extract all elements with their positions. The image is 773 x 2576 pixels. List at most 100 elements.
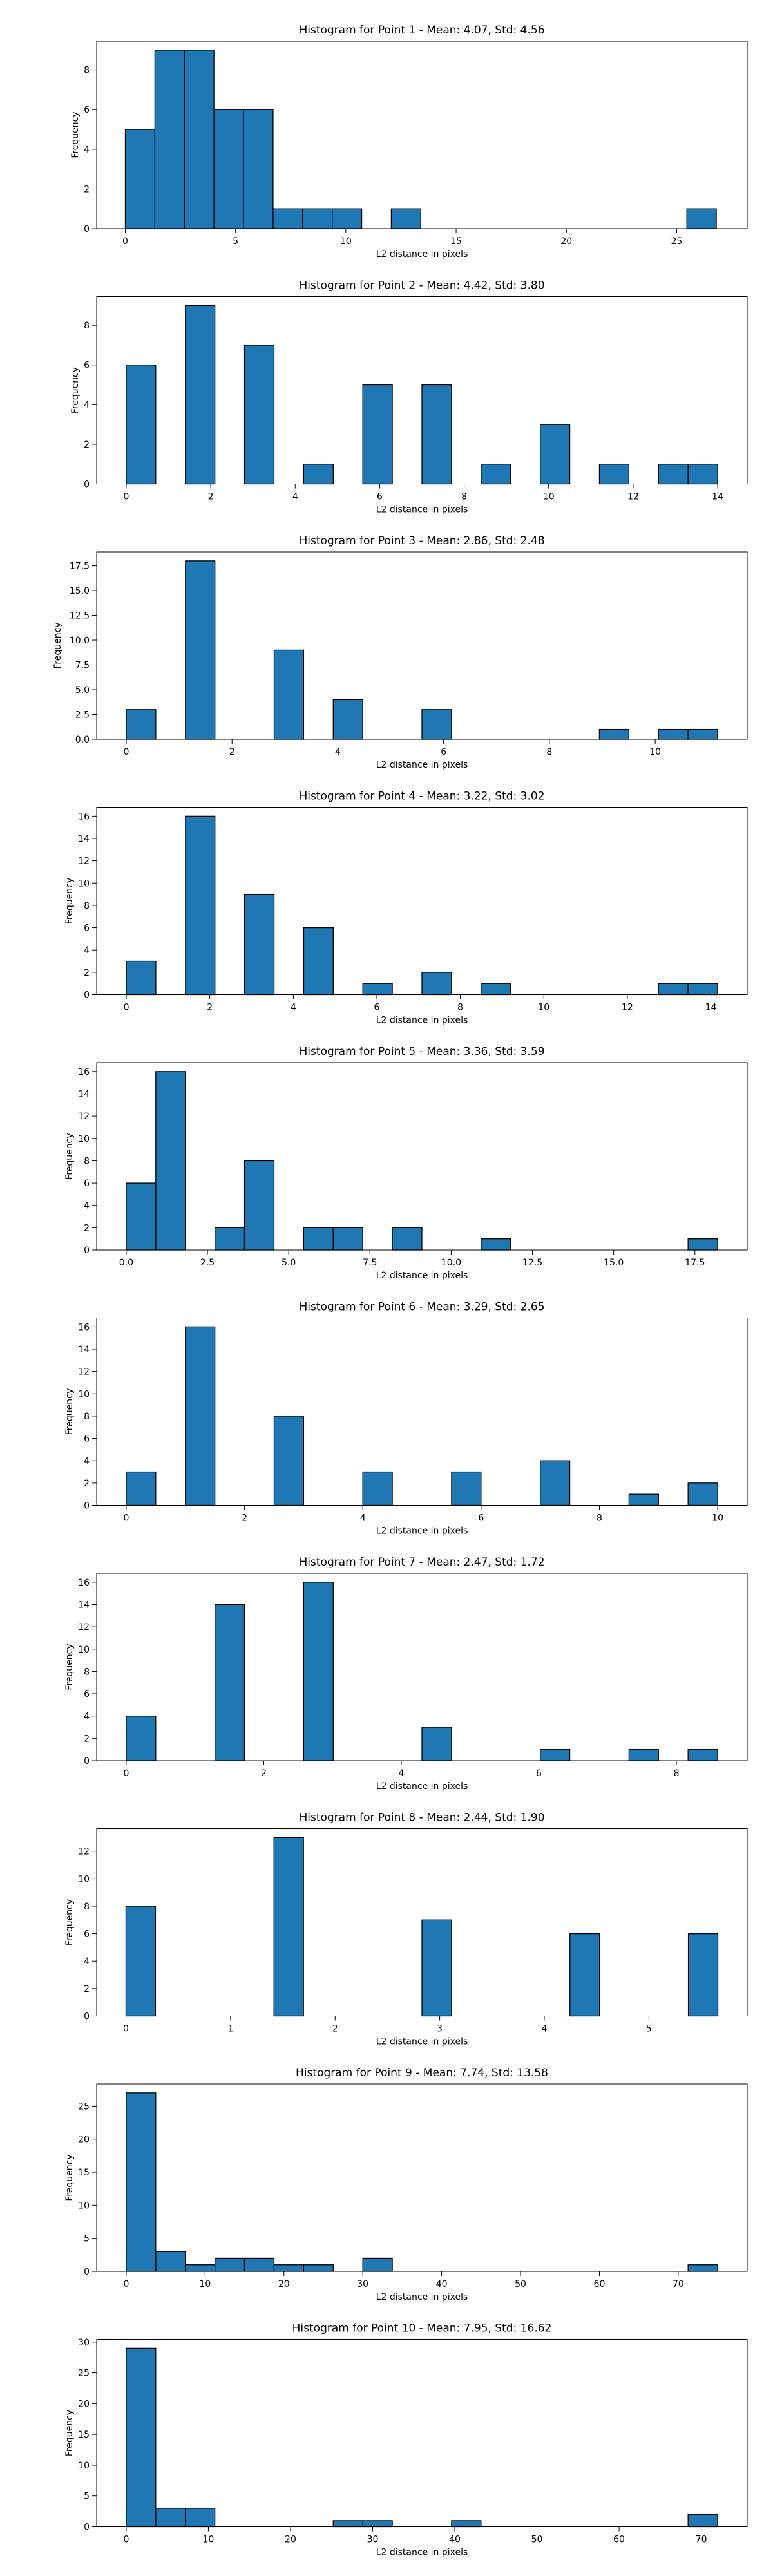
y-tick-label: 2 <box>84 1984 90 1994</box>
axes-frame <box>96 1828 748 2016</box>
y-tick-label: 5.0 <box>75 685 90 696</box>
histogram-bar <box>421 1919 452 2017</box>
histogram-bar <box>628 1749 659 1761</box>
y-axis-label: Frequency <box>53 622 63 668</box>
histogram-bar <box>155 2508 186 2528</box>
axes-frame <box>96 1318 748 1506</box>
x-tick-label: 0 <box>123 2024 129 2034</box>
y-tick-label: 2.5 <box>75 710 90 721</box>
y-tick-label: 16 <box>78 1322 90 1332</box>
x-tick-label: 10 <box>199 2279 211 2289</box>
x-tick-label: 50 <box>515 2279 526 2289</box>
y-tick-label: 30 <box>78 2338 90 2348</box>
x-axis-label: L2 distance in pixels <box>376 760 468 770</box>
histogram-bar <box>362 2257 393 2272</box>
histogram-bar <box>185 1326 216 1506</box>
x-tick-label: 2 <box>208 492 214 502</box>
axes-frame <box>96 2339 748 2527</box>
y-tick-label: 8 <box>84 901 90 911</box>
axes-frame <box>96 2083 748 2272</box>
y-tick-label: 10 <box>78 878 90 889</box>
y-tick-label: 0 <box>84 1245 90 1256</box>
histogram-bar <box>332 208 363 229</box>
x-tick-label: 10.0 <box>441 1258 461 1268</box>
histogram-bar <box>303 927 334 996</box>
x-axis-label: L2 distance in pixels <box>376 2292 468 2302</box>
histogram-5: Histogram for Point 5 - Mean: 3.36, Std:… <box>64 1045 748 1281</box>
chart-title: Histogram for Point 3 - Mean: 2.86, Std:… <box>299 535 544 547</box>
histogram-bar <box>185 2508 216 2528</box>
y-axis-label: Frequency <box>64 878 75 924</box>
histogram-bar <box>451 2520 482 2528</box>
y-tick-label: 0 <box>84 2523 90 2533</box>
x-tick-label: 4 <box>360 1513 366 1524</box>
y-tick-label: 0 <box>84 1501 90 1511</box>
x-tick-label: 60 <box>594 2279 606 2289</box>
y-tick-label: 12 <box>78 1367 90 1378</box>
x-tick-label: 12 <box>622 1003 633 1013</box>
histogram-bar <box>686 208 717 229</box>
histogram-bar <box>687 2264 718 2272</box>
y-tick-label: 6 <box>84 1929 90 1940</box>
histogram-bar <box>243 2257 275 2272</box>
axes-frame <box>96 551 748 740</box>
chart-title: Histogram for Point 4 - Mean: 3.22, Std:… <box>299 790 544 803</box>
y-tick-label: 10 <box>78 1874 90 1884</box>
x-tick-label: 12.5 <box>522 1258 542 1268</box>
y-tick-label: 0 <box>84 2012 90 2022</box>
histogram-bar <box>185 2264 216 2272</box>
histogram-bar <box>243 345 275 485</box>
x-tick-label: 5.0 <box>282 1258 296 1268</box>
histogram-10: Histogram for Point 10 - Mean: 7.95, Std… <box>64 2322 748 2558</box>
histogram-bar <box>155 1071 186 1251</box>
y-tick-label: 7.5 <box>75 661 90 671</box>
y-tick-label: 14 <box>78 834 90 844</box>
axes-frame <box>96 807 748 995</box>
x-axis-label: L2 distance in pixels <box>376 2548 468 2558</box>
x-tick-label: 10 <box>649 747 661 757</box>
x-tick-label: 20 <box>560 236 572 247</box>
histogram-bar <box>362 1471 393 1506</box>
y-tick-label: 4 <box>84 1456 90 1466</box>
histogram-bar <box>481 1238 511 1251</box>
histogram-bar <box>658 983 689 996</box>
histogram-bar <box>185 815 216 996</box>
histogram-bar <box>126 1471 157 1506</box>
y-tick-label: 0 <box>84 990 90 1001</box>
y-tick-label: 12.5 <box>70 611 90 621</box>
x-axis-label: L2 distance in pixels <box>376 1526 468 1537</box>
histogram-bar <box>332 699 363 740</box>
histogram-bar <box>362 983 393 996</box>
histogram-bar <box>126 709 157 740</box>
y-axis-label: Frequency <box>70 111 81 158</box>
y-tick-label: 10 <box>78 1134 90 1144</box>
x-tick-label: 10 <box>203 2535 215 2545</box>
y-tick-label: 8 <box>84 1412 90 1422</box>
y-axis-label: Frequency <box>64 1388 75 1435</box>
x-tick-label: 4 <box>291 1003 296 1013</box>
histogram-bar <box>125 1906 157 2017</box>
axes-frame <box>96 296 748 484</box>
x-tick-label: 10 <box>538 1003 549 1013</box>
histogram-bar <box>303 2264 334 2272</box>
chart-title: Histogram for Point 10 - Mean: 7.95, Std… <box>292 2322 552 2335</box>
y-tick-label: 12 <box>78 1112 90 1122</box>
histogram-bar <box>185 305 216 485</box>
x-tick-label: 7.5 <box>363 1258 377 1268</box>
x-tick-label: 8 <box>596 1513 602 1524</box>
x-tick-label: 8 <box>461 492 467 502</box>
chart-title: Histogram for Point 8 - Mean: 2.44, Std:… <box>299 1812 544 1824</box>
histogram-bar <box>687 983 718 996</box>
y-tick-label: 2 <box>84 1223 90 1233</box>
y-tick-label: 16 <box>78 1578 90 1588</box>
x-tick-label: 6 <box>374 1003 380 1013</box>
x-tick-label: 6 <box>441 747 446 757</box>
histogram-bar <box>126 2092 157 2272</box>
axes-frame <box>96 41 748 229</box>
histogram-bar <box>421 709 452 740</box>
y-tick-label: 5 <box>84 2492 90 2502</box>
y-tick-label: 4 <box>84 1956 90 1967</box>
histogram-3: Histogram for Point 3 - Mean: 2.86, Std:… <box>53 535 748 770</box>
x-tick-label: 25 <box>671 236 683 247</box>
histogram-2: Histogram for Point 2 - Mean: 4.42, Std:… <box>70 279 748 515</box>
